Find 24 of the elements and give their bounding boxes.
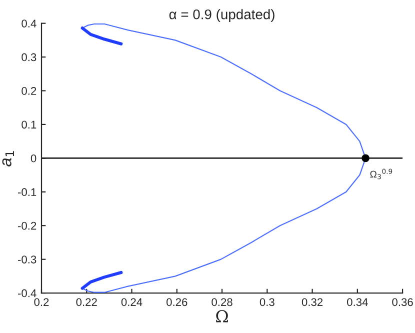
line-series <box>80 26 123 46</box>
x-tick-label: 0.3 <box>260 298 274 306</box>
x-tick-label: 0.32 <box>302 298 323 306</box>
line-series <box>80 270 123 290</box>
y-tick-label: 0 <box>30 154 36 162</box>
y-tick-label: -0.3 <box>18 256 36 264</box>
x-tick-label: 0.22 <box>76 298 97 306</box>
y-tick-label: 0.2 <box>22 87 36 95</box>
x-tick-label: 0.24 <box>121 298 142 306</box>
x-tick-label: 0.26 <box>166 298 188 306</box>
y-axis-title: a$_{1}$ <box>2 151 14 166</box>
x-tick-label: 0.36 <box>392 298 413 306</box>
x-tick-label: 0.28 <box>212 298 232 306</box>
x-axis-title: Ω <box>216 310 228 322</box>
y-tick-label: 0.3 <box>22 53 36 62</box>
y-tick-label: -0.4 <box>18 289 36 298</box>
y-tick-label: 0.1 <box>22 120 36 129</box>
chart-title: α = 0.9 (updated) <box>169 9 274 22</box>
annotation: Ω$_{3}$$^{0.9}$ <box>370 168 392 180</box>
y-tick-label: -0.2 <box>18 222 36 230</box>
x-tick-label: 0.34 <box>347 298 368 306</box>
x-tick-label: 0.2 <box>34 298 49 306</box>
y-tick-label: -0.1 <box>18 188 36 196</box>
y-tick-label: 0.4 <box>22 20 36 28</box>
